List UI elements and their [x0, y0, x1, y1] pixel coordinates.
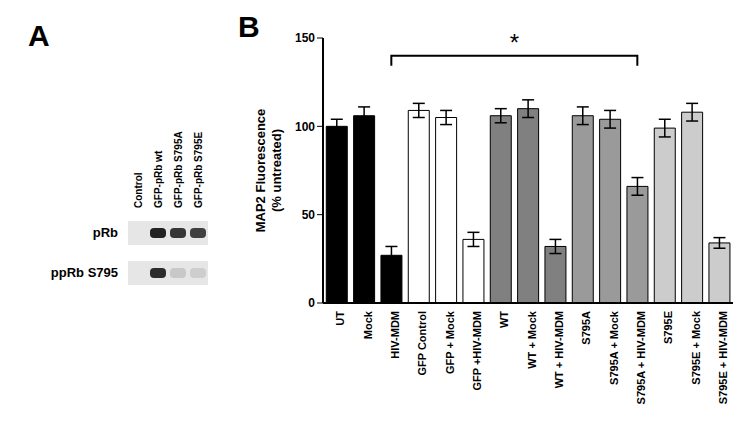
html-text:B: B [238, 10, 260, 43]
svg-text:Mock: Mock [362, 310, 374, 339]
svg-text:GFP-pRb S795A: GFP-pRb S795A [173, 131, 184, 208]
svg-text:*: * [510, 29, 519, 56]
svg-text:S795E: S795E [662, 311, 674, 344]
svg-text:150: 150 [295, 31, 315, 45]
svg-text:100: 100 [295, 120, 315, 134]
svg-text:GFP-pRb wt: GFP-pRb wt [153, 150, 164, 208]
svg-text:ppRb S795: ppRb S795 [51, 265, 118, 280]
svg-text:S795E + HIV-MDM: S795E + HIV-MDM [717, 311, 729, 404]
svg-text:pRb: pRb [93, 225, 118, 240]
svg-text:GFP-pRb S795E: GFP-pRb S795E [193, 132, 204, 208]
svg-text:WT + Mock: WT + Mock [526, 310, 538, 369]
svg-text:S795A + HIV-MDM: S795A + HIV-MDM [635, 311, 647, 404]
svg-text:GFP + Mock: GFP + Mock [444, 310, 456, 374]
svg-text:MAP2 Fluorescence(% untreated): MAP2 Fluorescence(% untreated) [253, 109, 284, 233]
svg-text:S795A + Mock: S795A + Mock [608, 310, 620, 385]
svg-text:S795E + Mock: S795E + Mock [690, 310, 702, 385]
svg-text:GFP +HIV-MDM: GFP +HIV-MDM [471, 311, 483, 391]
svg-text:GFP Control: GFP Control [416, 311, 428, 376]
svg-text:HIV-MDM: HIV-MDM [389, 311, 401, 359]
svg-text:A: A [28, 19, 50, 52]
svg-text:0: 0 [308, 296, 315, 310]
svg-text:WT + HIV-MDM: WT + HIV-MDM [553, 311, 565, 388]
svg-text:50: 50 [302, 208, 316, 222]
svg-text:Control: Control [133, 172, 144, 208]
svg-text:WT: WT [498, 311, 510, 328]
svg-text:S795A: S795A [580, 311, 592, 345]
svg-text:UT: UT [334, 311, 346, 326]
